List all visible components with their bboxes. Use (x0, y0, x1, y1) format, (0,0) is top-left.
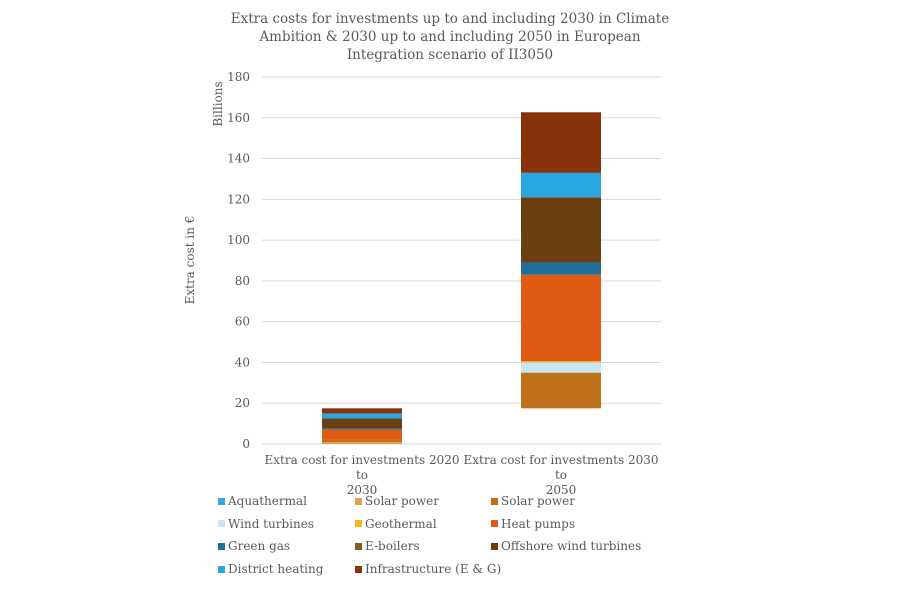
legend-swatch (218, 520, 225, 528)
legend-swatch (355, 565, 362, 573)
gridlines (262, 76, 661, 445)
legend-swatch (218, 497, 225, 505)
chart-title-line: Integration scenario of II3050 (346, 47, 554, 63)
x-category-label-line: 2030 (346, 483, 378, 497)
y-tick-label: 140 (227, 152, 250, 166)
bar-segment-green-gas (322, 428, 402, 430)
legend-item: E-boilers (355, 539, 420, 553)
bar-segment-solar-power (322, 441, 402, 444)
y-tick-label: 0 (242, 437, 250, 451)
legend-swatch (491, 520, 498, 528)
bar-segment-district-heating (521, 172, 601, 198)
y-tick-label: 60 (235, 315, 250, 329)
legend-label: Offshore wind turbines (501, 539, 642, 554)
y-tick-label: 20 (235, 396, 250, 410)
bar-segment-offshore-wind-turbines (322, 418, 402, 429)
legend-label: District heating (228, 562, 324, 577)
bar-segment-infrastructure-e-g (322, 408, 402, 414)
legend-swatch (355, 497, 362, 505)
legend-item: Aquathermal (218, 494, 307, 508)
legend-label: Solar power (365, 494, 440, 508)
y-axis-title: Extra cost in € (183, 216, 197, 305)
legend-swatch (218, 565, 225, 573)
legend-label: E-boilers (365, 539, 420, 554)
y-tick-label: 120 (227, 192, 250, 206)
legend-swatch (491, 497, 498, 505)
legend-item: Wind turbines (218, 517, 314, 531)
legend-item: Solar power (491, 494, 575, 508)
legend-item: District heating (218, 562, 323, 576)
legend-label: Aquathermal (228, 494, 307, 508)
legend-item: Heat pumps (491, 517, 575, 531)
bar-segment-solar-power (322, 439, 402, 442)
bar-segment-wind-turbines (521, 362, 601, 373)
legend-label: Green gas (228, 539, 291, 554)
y-tick-label: 40 (235, 355, 250, 369)
bar-segment-heat-pumps (322, 429, 402, 440)
legend-label: Geothermal (365, 516, 437, 531)
y-tick-label: 180 (227, 70, 250, 84)
x-category-label: Extra cost for investments 2030 to 2050 (461, 453, 661, 498)
bar-segment-district-heating (322, 413, 402, 419)
legend-item: Green gas (218, 539, 290, 553)
bar-segment-green-gas (521, 262, 601, 275)
legend-swatch (355, 542, 362, 550)
legend-item: Infrastructure (E & G) (355, 562, 501, 576)
chart-title: Extra costs for investments up to and in… (200, 10, 700, 64)
legend-item: Solar power (355, 494, 439, 508)
x-category-label-line: 2050 (545, 483, 577, 497)
bar-segment-infrastructure-e-g (521, 112, 601, 173)
y-axis-unit-label: Billions (211, 81, 225, 126)
x-category-label-line: Extra cost for investments 2030 to (463, 453, 659, 482)
y-tick-label: 160 (227, 111, 250, 125)
y-axis-ticks: 0 20 40 60 80 100 120 140 160 180 (227, 70, 250, 451)
x-category-label: Extra cost for investments 2020 to 2030 (262, 453, 462, 498)
legend-swatch (218, 542, 225, 550)
bars (322, 112, 601, 444)
legend-label: Heat pumps (501, 516, 575, 531)
legend-label: Infrastructure (E & G) (365, 562, 502, 577)
bar-segment-offshore-wind-turbines (521, 197, 601, 263)
y-tick-label: 100 (227, 233, 250, 247)
bar-segment-geothermal (521, 361, 601, 363)
y-tick-label: 80 (235, 274, 250, 288)
legend-swatch (491, 542, 498, 550)
legend-label: Wind turbines (228, 516, 314, 531)
legend-item: Geothermal (355, 517, 437, 531)
chart-title-line: Ambition & 2030 up to and including 2050… (259, 29, 641, 45)
bar-segment-solar-power (521, 372, 601, 409)
legend-item: Offshore wind turbines (491, 539, 641, 553)
bar-segment-heat-pumps (521, 274, 601, 362)
x-category-label-line: Extra cost for investments 2020 to (264, 453, 460, 482)
chart-title-line: Extra costs for investments up to and in… (230, 11, 670, 27)
legend-label: Solar power (501, 494, 576, 508)
legend-swatch (355, 520, 362, 528)
